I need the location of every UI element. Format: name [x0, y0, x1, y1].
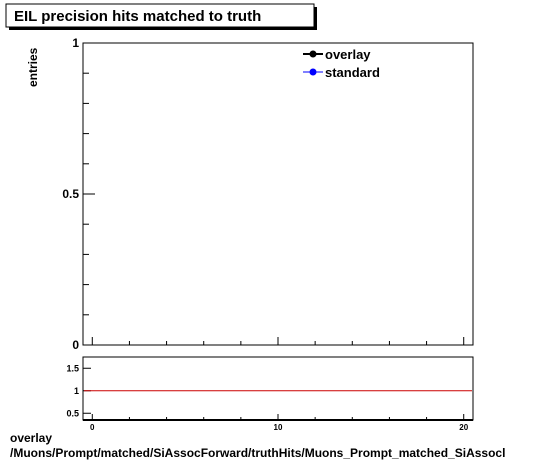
- chart-title: EIL precision hits matched to truth: [14, 8, 261, 25]
- ratio-x-tick-label: 10: [274, 423, 283, 432]
- main-plot-frame: [82, 42, 474, 346]
- legend-overlay-label: overlay: [325, 47, 371, 62]
- title-box: EIL precision hits matched to truth: [5, 3, 317, 30]
- y-axis-label: entries: [26, 47, 40, 87]
- legend: overlay standard: [303, 47, 380, 80]
- ratio-y-tick-label: 1.5: [66, 363, 79, 373]
- legend-overlay-marker: [309, 50, 317, 58]
- ratio-x-tick-label: 0: [90, 423, 95, 432]
- main-y-tick-label: 0: [72, 338, 79, 352]
- legend-entry-overlay: overlay: [303, 47, 371, 62]
- main-y-tick-label: 0.5: [62, 187, 79, 201]
- ratio-y-tick-label: 1: [74, 386, 79, 396]
- legend-standard-label: standard: [325, 65, 380, 80]
- ratio-axis-ticks: 0.5 1 1.5 0 10 20: [66, 363, 473, 432]
- main-y-tick-label: 1: [72, 36, 79, 50]
- legend-entry-standard: standard: [303, 65, 380, 80]
- ratio-plot-frame: [82, 356, 474, 421]
- main-axis-ticks: 00.51: [62, 36, 465, 352]
- ratio-x-tick-label: 20: [459, 423, 468, 432]
- footer-line-2: /Muons/Prompt/matched/SiAssocForward/tru…: [10, 446, 505, 460]
- footer-line-1: overlay: [10, 431, 52, 445]
- legend-standard-marker: [309, 68, 317, 76]
- ratio-y-tick-label: 0.5: [66, 408, 79, 418]
